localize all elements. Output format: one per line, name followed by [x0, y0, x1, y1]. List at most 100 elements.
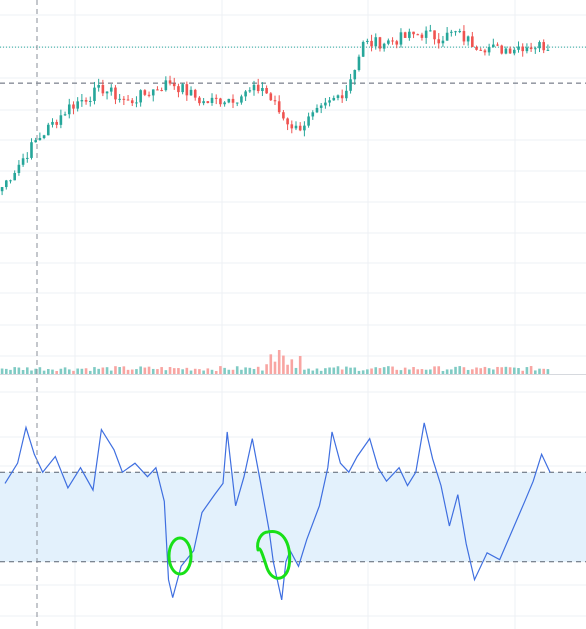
volume-bar	[328, 367, 331, 374]
volume-bar	[433, 366, 436, 374]
candle-body	[500, 45, 504, 54]
candle-body	[370, 40, 373, 47]
volume-bar	[462, 367, 466, 374]
volume-bar	[235, 366, 239, 374]
candle-body	[504, 48, 508, 54]
candle-body	[34, 140, 37, 143]
candle-body	[72, 104, 75, 109]
candle-body	[126, 99, 130, 101]
candle-body	[143, 90, 147, 95]
volume-bar	[349, 367, 352, 374]
volume-bar	[252, 369, 256, 374]
candle-body	[51, 121, 54, 125]
candle-body	[109, 87, 113, 92]
volume-bar	[445, 369, 449, 374]
candle-body	[151, 89, 155, 96]
candle-body	[534, 48, 537, 50]
candle-body	[139, 90, 142, 103]
candle-body	[471, 36, 474, 48]
volume-bar	[534, 370, 537, 374]
volume-bar	[336, 366, 340, 374]
volume-bar	[72, 370, 75, 374]
volume-bar	[55, 370, 58, 374]
volume-bar	[135, 369, 138, 374]
candle-body	[193, 89, 197, 98]
candle-body	[88, 100, 92, 102]
volume-bar	[420, 369, 424, 374]
volume-bar	[538, 368, 541, 374]
volume-bar	[130, 369, 134, 374]
volume-bar	[529, 366, 533, 374]
volume-bar	[256, 366, 260, 374]
volume-bar	[193, 368, 197, 374]
candle-body	[466, 36, 470, 42]
volume-bar	[147, 366, 151, 374]
candle-body	[46, 124, 50, 136]
volume-bar	[105, 367, 109, 374]
volume-bar	[202, 370, 205, 374]
volume-bar	[42, 370, 46, 374]
candle-body	[475, 47, 478, 50]
candle-body	[324, 102, 327, 106]
candle-body	[118, 98, 121, 100]
volume-bar	[109, 370, 113, 374]
volume-bar	[9, 369, 12, 374]
candle-body	[479, 49, 483, 51]
candle-body	[345, 90, 348, 99]
indicator-line-group	[4, 422, 551, 601]
volume-bar	[46, 369, 50, 374]
candle-body	[277, 101, 281, 113]
volume-bar	[315, 368, 319, 374]
candle-body	[219, 98, 222, 105]
candle-body	[286, 118, 289, 125]
candle-body	[416, 34, 420, 36]
candle-body	[168, 80, 172, 84]
volume-bar	[412, 367, 415, 374]
candle-body	[240, 96, 243, 103]
candle-body	[399, 32, 403, 45]
volume-bar	[319, 370, 323, 374]
candle-body	[256, 84, 260, 92]
volume-bar	[399, 370, 403, 374]
volume-bar	[88, 370, 92, 374]
indicator-levels	[0, 471, 586, 563]
candle-body	[17, 164, 21, 173]
candle-body	[546, 49, 550, 51]
candle-body	[210, 97, 214, 103]
volume-bar	[177, 368, 180, 374]
volume-bar	[340, 369, 344, 374]
volume-bar	[168, 367, 172, 374]
candle-body	[189, 89, 193, 96]
volume-bar	[286, 364, 289, 374]
candle-body	[382, 43, 386, 49]
candle-body	[357, 56, 361, 71]
candle-body	[202, 101, 205, 104]
volume-bar	[378, 368, 382, 374]
candle-body	[261, 88, 264, 92]
candle-body	[63, 114, 67, 116]
candle-body	[206, 101, 210, 103]
candle-body	[181, 84, 184, 93]
volume-bar	[244, 367, 247, 374]
volume-bar	[508, 367, 512, 374]
candle-body	[513, 49, 516, 54]
volume-bar	[76, 368, 79, 374]
volume-bar	[206, 368, 210, 374]
volume-bar	[370, 368, 373, 374]
volume-bar	[143, 367, 147, 374]
candle-body	[319, 105, 323, 108]
candle-body	[361, 41, 365, 57]
candle-body	[59, 115, 63, 125]
candle-body	[42, 135, 46, 139]
volume-bar	[219, 366, 222, 374]
volume-bar	[475, 367, 478, 374]
candle-body	[147, 94, 151, 96]
candle-body	[135, 102, 138, 104]
volume-bar	[67, 369, 71, 374]
volume-bar	[21, 369, 25, 374]
volume-bar	[324, 368, 327, 374]
annotations	[167, 530, 292, 580]
volume-bar	[345, 366, 348, 374]
